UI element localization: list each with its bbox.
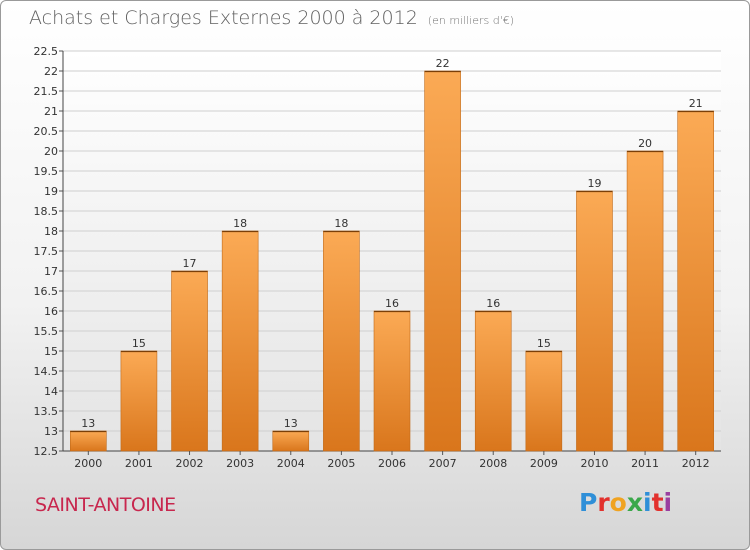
x-tick-label: 2010 — [580, 457, 608, 470]
y-tick-label: 19.5 — [34, 165, 59, 178]
x-tick-label: 2008 — [479, 457, 507, 470]
y-tick-label: 22.5 — [34, 45, 59, 58]
bar — [272, 430, 310, 452]
bar — [221, 230, 259, 452]
bar-value-label: 22 — [436, 57, 450, 70]
bar-value-label: 13 — [284, 417, 298, 430]
y-tick-label: 12.5 — [34, 445, 59, 458]
bar-value-label: 20 — [638, 137, 652, 150]
y-tick-label: 22 — [44, 65, 58, 78]
bar-value-label: 15 — [132, 337, 146, 350]
y-tick-label: 14.5 — [34, 365, 59, 378]
bar — [171, 270, 208, 452]
bar-value-label: 16 — [486, 297, 500, 310]
bar — [474, 310, 512, 452]
y-tick-label: 18 — [44, 225, 58, 238]
bar-value-label: 17 — [183, 257, 197, 270]
y-tick-label: 15 — [44, 345, 58, 358]
y-tick-label: 19 — [44, 185, 58, 198]
x-tick-label: 2005 — [327, 457, 355, 470]
logo-letter: r — [597, 488, 610, 517]
bar — [70, 430, 107, 452]
y-tick-label: 18.5 — [34, 205, 59, 218]
bar — [323, 230, 360, 452]
bar-value-label: 15 — [537, 337, 551, 350]
y-tick-label: 16.5 — [34, 285, 59, 298]
title-text: Achats et Charges Externes 2000 à 2012 — [29, 7, 418, 29]
x-tick-label: 2011 — [631, 457, 659, 470]
place-name: SAINT-ANTOINE — [35, 494, 176, 516]
bar — [576, 190, 613, 452]
x-tick-label: 2009 — [530, 457, 558, 470]
proxiti-logo: Proxiti — [579, 488, 672, 517]
y-tick-label: 14 — [44, 385, 58, 398]
y-tick-label: 13 — [44, 425, 58, 438]
x-tick-label: 2007 — [429, 457, 457, 470]
x-tick-label: 2000 — [74, 457, 102, 470]
chart-title: Achats et Charges Externes 2000 à 2012 (e… — [29, 7, 514, 29]
y-tick-label: 13.5 — [34, 405, 59, 418]
bar — [120, 350, 158, 452]
logo-letter: i — [643, 488, 652, 517]
bar — [525, 350, 563, 452]
logo-letter: t — [651, 488, 664, 517]
x-tick-label: 2003 — [226, 457, 254, 470]
y-tick-label: 17 — [44, 265, 58, 278]
bar-value-label: 13 — [81, 417, 95, 430]
x-tick-label: 2001 — [125, 457, 153, 470]
logo-letter: P — [579, 488, 598, 517]
y-tick-label: 15.5 — [34, 325, 59, 338]
bar — [373, 310, 411, 452]
bar — [424, 70, 461, 452]
unit-label: (en milliers d'€) — [427, 14, 515, 27]
x-tick-label: 2012 — [682, 457, 710, 470]
bar-value-label: 19 — [587, 177, 601, 190]
logo-letter: i — [663, 488, 673, 517]
y-tick-label: 20 — [44, 145, 58, 158]
y-tick-label: 16 — [44, 305, 58, 318]
logo-letter: x — [626, 488, 643, 517]
y-tick-label: 17.5 — [34, 245, 59, 258]
bar-value-label: 16 — [385, 297, 399, 310]
logo-letter: o — [609, 488, 627, 517]
x-tick-label: 2002 — [176, 457, 204, 470]
y-tick-label: 21.5 — [34, 85, 59, 98]
x-tick-label: 2006 — [378, 457, 406, 470]
y-tick-label: 21 — [44, 105, 58, 118]
x-tick-label: 2004 — [277, 457, 305, 470]
bar-value-label: 18 — [334, 217, 348, 230]
y-tick-label: 20.5 — [34, 125, 59, 138]
bar — [626, 150, 664, 452]
bar-value-label: 18 — [233, 217, 247, 230]
bar-value-label: 21 — [689, 97, 703, 110]
bar — [677, 110, 714, 452]
